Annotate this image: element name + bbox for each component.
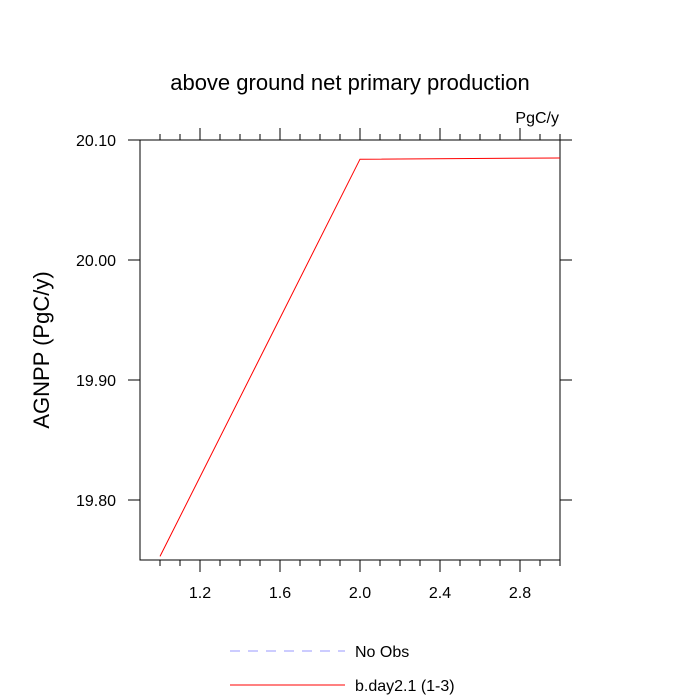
x-tick-label: 1.6 [269, 585, 291, 602]
plot-frame [139, 139, 561, 561]
legend-label-no-obs: No Obs [355, 644, 409, 661]
legend: No Obs b.day2.1 (1-3) [230, 644, 455, 695]
y-tick-label: 19.90 [76, 373, 116, 390]
x-tick-label: 1.2 [189, 585, 211, 602]
legend-label-b-day2-1: b.day2.1 (1-3) [355, 678, 455, 695]
y-tick-label: 20.00 [76, 253, 116, 270]
series-lines [159, 157, 561, 557]
y-axis: 19.80 19.90 20.00 20.10 [76, 133, 572, 510]
y-tick-label: 20.10 [76, 133, 116, 150]
x-tick-label: 2.8 [509, 585, 531, 602]
x-tick-label: 2.4 [429, 585, 451, 602]
x-tick-label: 2.0 [349, 585, 371, 602]
x-axis: 1.2 1.6 2.0 2.4 2.8 [189, 128, 531, 602]
y-axis-label: AGNPP (PgC/y) [29, 271, 54, 428]
minor-ticks [159, 134, 561, 566]
series-line [159, 157, 561, 557]
units-label: PgC/y [515, 110, 559, 127]
chart-title: above ground net primary production [170, 70, 530, 95]
y-tick-label: 19.80 [76, 493, 116, 510]
